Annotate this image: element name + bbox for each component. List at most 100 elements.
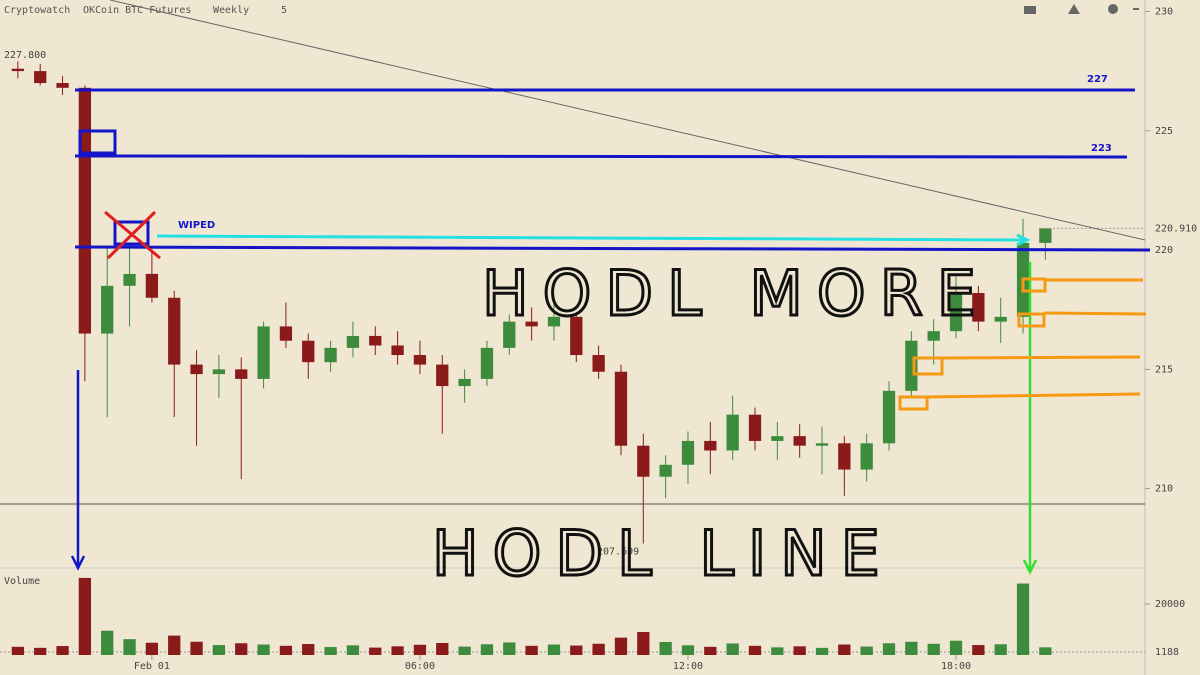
volume-bar (882, 643, 896, 655)
candle-body (994, 316, 1007, 322)
volume-bar (235, 643, 248, 655)
volume-bar (681, 645, 695, 655)
trend-line (109, 0, 1146, 241)
candle-body (145, 273, 159, 298)
candle-body (369, 335, 382, 346)
volume-bar (324, 647, 337, 655)
candle-body (279, 326, 293, 341)
site-name[interactable]: Cryptowatch (4, 5, 70, 16)
candle-body (570, 316, 583, 356)
candle-body (101, 285, 114, 334)
volume-bar (458, 646, 471, 655)
candle-body (815, 443, 829, 446)
candle-body (324, 347, 337, 363)
volume-bar (145, 642, 159, 655)
volume-bar (570, 645, 583, 655)
candle-body (637, 445, 650, 477)
volume-bar (704, 646, 717, 655)
candle-body (726, 414, 739, 451)
y-tick-label: 215 (1155, 364, 1173, 375)
volume-bar (614, 637, 628, 655)
candle-body (860, 443, 873, 470)
volume-bar (994, 644, 1007, 655)
candle-body (190, 364, 203, 375)
hodl-line-label: HODL LINE (432, 517, 894, 590)
arrow (70, 370, 86, 571)
level-line (74, 245, 1151, 252)
volume-bar (279, 645, 293, 655)
volume-bar (302, 644, 315, 655)
volume-bar (391, 646, 404, 655)
volume-last-label: 1188 (1155, 647, 1179, 658)
candle-body (681, 440, 695, 465)
candle-body (1039, 228, 1052, 243)
candle-body (257, 326, 270, 379)
candle-body (838, 443, 851, 470)
hodl-more: HODL MORE (482, 257, 990, 330)
volume-bar (637, 632, 650, 655)
level-label: 223 (1091, 143, 1112, 154)
candle-body (905, 340, 918, 391)
x-tick-label: 06:00 (405, 661, 435, 672)
candle-body (793, 436, 806, 446)
zone-line (926, 392, 1141, 399)
candle-body (748, 414, 762, 441)
candle-body (659, 464, 672, 477)
zone-line (1043, 311, 1147, 316)
plot: 210 215 220 225 230 20000 1188 Volume Feb 01 06:0… (0, 6, 1197, 672)
y-tick-label: 225 (1155, 126, 1173, 137)
volume-bar (748, 645, 762, 655)
volume-bar (927, 643, 940, 655)
candle-body (123, 273, 136, 286)
candle-body (168, 297, 181, 365)
volume-bar (413, 644, 427, 655)
settings-icon[interactable] (1024, 6, 1036, 14)
volume-bar (480, 644, 494, 655)
zone-box (912, 356, 944, 376)
candle-body (458, 378, 471, 387)
volume-bar (905, 641, 918, 655)
range-select[interactable]: Weekly (213, 5, 249, 16)
market-select[interactable]: OKCoin BTC Futures (83, 5, 191, 16)
volume-bar (771, 647, 784, 655)
volume-bar (11, 646, 25, 655)
box (78, 129, 117, 155)
volume-bar (815, 647, 829, 655)
volume-bar (726, 643, 739, 655)
zone-line (941, 355, 1141, 360)
cross (104, 210, 161, 260)
volume-bar (369, 647, 382, 655)
level-line (74, 154, 1128, 159)
candle-body (525, 321, 538, 327)
zone-box (1021, 277, 1047, 293)
candle-body (882, 390, 896, 444)
y-tick-label: 220 (1155, 245, 1173, 256)
price-label: 207.699 (597, 547, 639, 558)
volume-bar (949, 640, 963, 655)
volume-bar (190, 641, 203, 655)
y-tick-label: 210 (1155, 484, 1173, 495)
candle-body (34, 71, 47, 84)
volume-bar (793, 646, 806, 655)
gear-icon[interactable] (1108, 4, 1118, 14)
zones (898, 277, 1147, 411)
volume-bar (659, 641, 672, 655)
volume-bar (1016, 583, 1030, 655)
volume-bar (78, 577, 92, 655)
volume-bar (101, 630, 114, 655)
price-label: 220.910 (1155, 223, 1197, 234)
volume-bar (436, 643, 449, 655)
volume-tick-label: 20000 (1155, 599, 1185, 610)
draw-icon[interactable] (1068, 4, 1080, 14)
x-tick-label: Feb 01 (134, 661, 170, 672)
volume-bar (56, 646, 69, 655)
arrow (156, 233, 1031, 247)
interval-select[interactable]: 5 (281, 5, 287, 16)
volume-bar (525, 645, 538, 655)
candle-body (592, 355, 605, 372)
volume-bar (503, 642, 516, 655)
candle-body (11, 68, 25, 72)
candle-body (436, 364, 449, 387)
volume-bar (547, 644, 561, 655)
